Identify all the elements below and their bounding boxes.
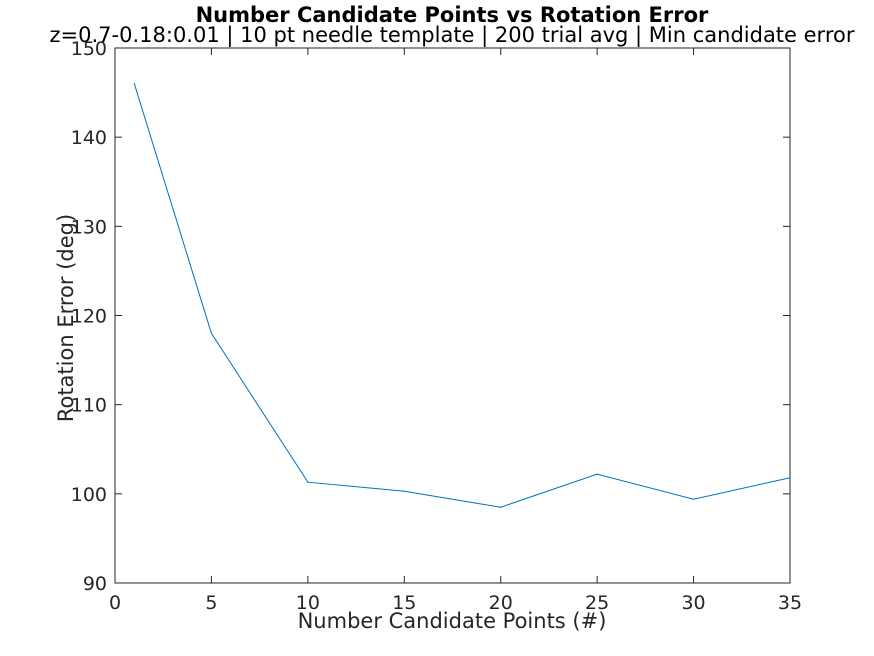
data-point xyxy=(307,481,309,483)
y-tick-label: 90 xyxy=(83,573,107,595)
y-tick-label: 130 xyxy=(71,216,107,238)
chart-subtitle: z=0.7-0.18:0.01 | 10 pt needle template … xyxy=(50,23,855,48)
x-tick-label: 30 xyxy=(681,592,705,614)
series-line-0 xyxy=(133,83,791,508)
series-layer xyxy=(133,83,791,508)
y-tick-label: 150 xyxy=(71,38,107,60)
x-tick-label: 10 xyxy=(296,592,320,614)
y-tick-label: 120 xyxy=(71,306,107,328)
y-axis-label: Rotation Error (deg) xyxy=(54,214,78,422)
x-tick-label: 0 xyxy=(109,592,121,614)
x-axis: 0 5 10 15 20 25 30 35 xyxy=(109,48,802,614)
y-tick-label: 100 xyxy=(71,484,107,506)
data-point xyxy=(789,477,791,479)
x-tick-label: 15 xyxy=(392,592,416,614)
y-tick-label: 140 xyxy=(71,127,107,149)
data-point xyxy=(596,473,598,475)
plot-area xyxy=(114,47,791,584)
y-tick-label: 110 xyxy=(71,395,107,417)
data-point xyxy=(500,506,502,508)
x-tick-label: 20 xyxy=(489,592,513,614)
chart-title: Number Candidate Points vs Rotation Erro… xyxy=(196,3,709,27)
x-axis-label: Number Candidate Points (#) xyxy=(298,609,607,633)
x-tick-label: 35 xyxy=(778,592,802,614)
data-point xyxy=(692,498,695,500)
data-point xyxy=(133,83,135,85)
x-tick-label: 25 xyxy=(585,592,609,614)
data-point xyxy=(210,332,213,334)
data-point xyxy=(403,490,405,492)
y-axis: 90 100 110 120 130 140 150 xyxy=(71,38,790,595)
x-tick-label: 5 xyxy=(205,592,217,614)
